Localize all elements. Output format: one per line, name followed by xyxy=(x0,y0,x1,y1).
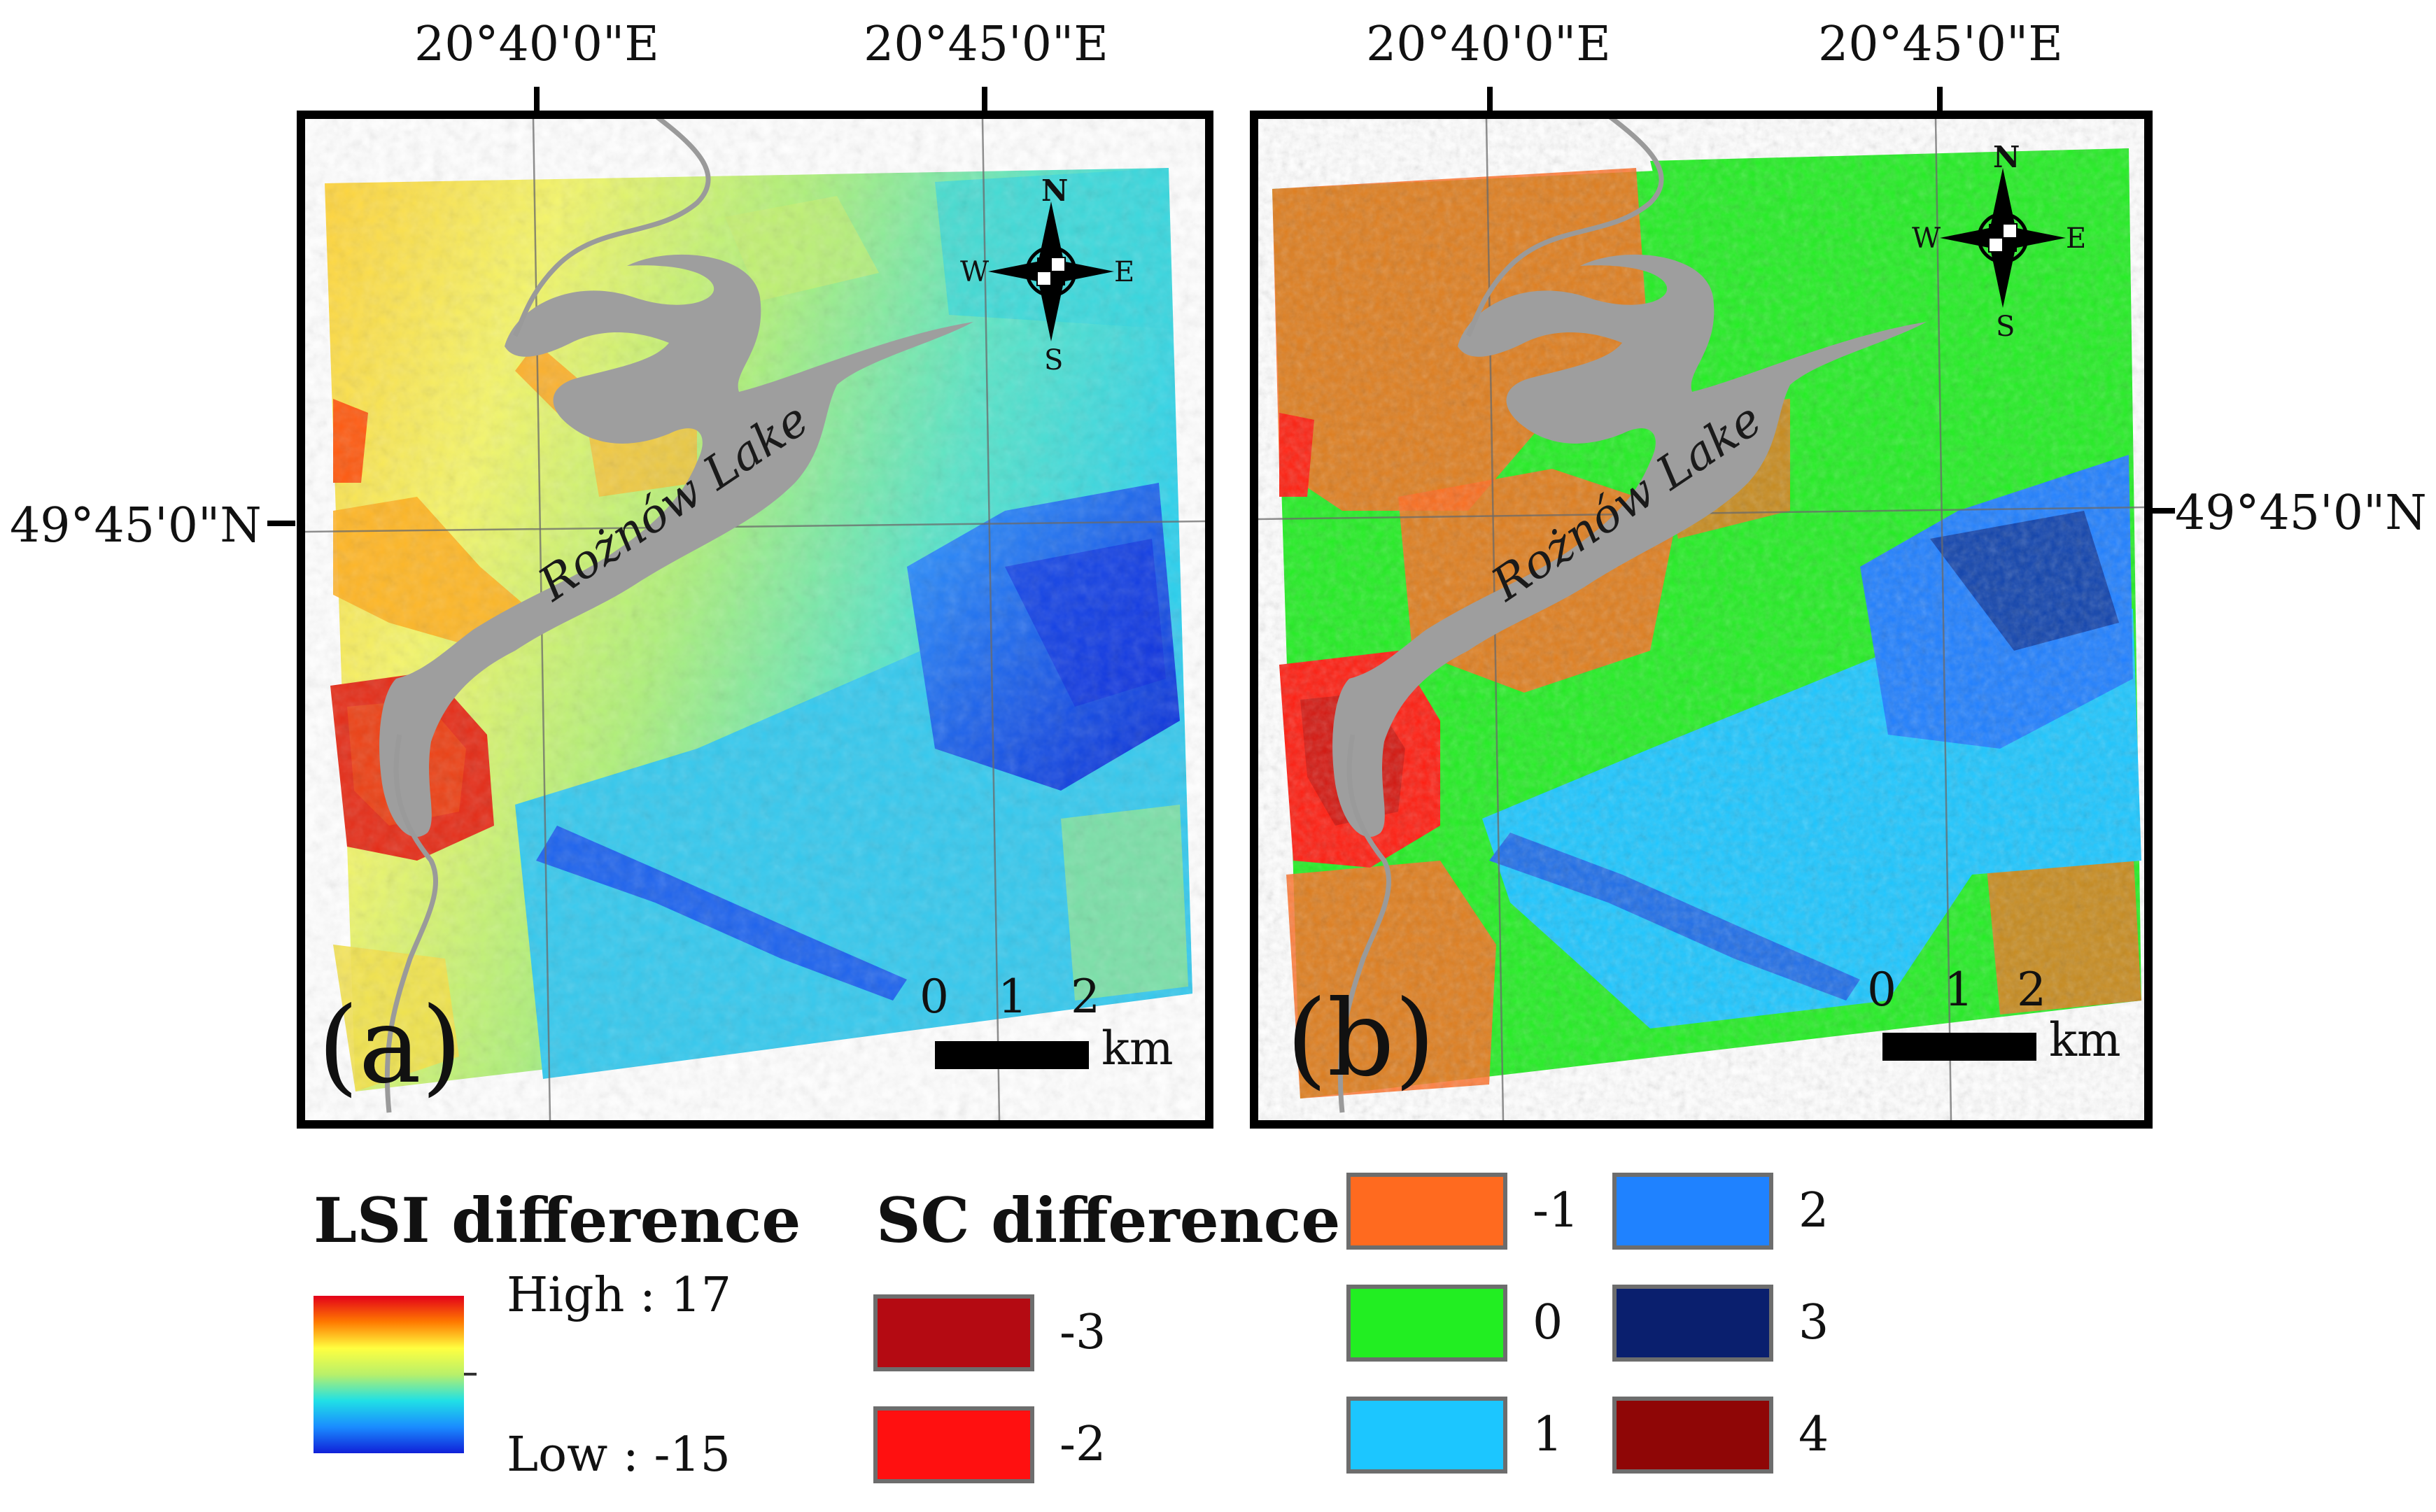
compass-e-label: E xyxy=(2066,222,2087,255)
latitude-label: 49°45'0"N xyxy=(2175,486,2427,541)
scale-unit: km xyxy=(1101,1022,1174,1075)
scale-tick-2: 2 xyxy=(2017,963,2046,1017)
rozno-lake-shape xyxy=(1332,254,1927,838)
north-arrow: N S W E xyxy=(960,174,1135,376)
latitude-tick xyxy=(2147,508,2175,514)
legend-sc-swatch xyxy=(1612,1397,1773,1474)
scale-tick-0: 0 xyxy=(1867,963,1896,1017)
scale-tick-2: 2 xyxy=(1071,970,1100,1024)
sc-difference-map xyxy=(1258,119,2144,1120)
river-line xyxy=(1337,119,1664,1113)
compass-n-label: N xyxy=(1993,140,2020,174)
lsi-difference-map xyxy=(305,119,1205,1120)
scale-tick-0: 0 xyxy=(920,970,949,1024)
map-frame-a: Rożnów Lake N S W E (a) 0 1 2 k xyxy=(297,111,1213,1129)
compass-e-label: E xyxy=(1114,256,1135,288)
longitude-tick xyxy=(534,87,540,115)
longitude-tick xyxy=(1487,87,1493,115)
legend-sc-item: 2 xyxy=(1612,1173,1829,1250)
compass-w-label: W xyxy=(1912,222,1941,255)
legend-sc-value: 3 xyxy=(1798,1295,1829,1350)
compass-s-label: S xyxy=(1044,344,1064,376)
legend-sc-item: 0 xyxy=(1346,1285,1563,1362)
legend-sc-item: 4 xyxy=(1612,1397,1829,1474)
legend-sc-item: -3 xyxy=(873,1294,1106,1371)
compass-rose-icon xyxy=(988,202,1114,341)
longitude-label-20-40: 20°40'0"E xyxy=(1366,17,1611,72)
legend-sc-value: 0 xyxy=(1533,1295,1563,1350)
compass-rose-icon xyxy=(1940,168,2066,308)
panel-label-a: (a) xyxy=(318,985,463,1107)
longitude-label-20-45: 20°45'0"E xyxy=(1818,17,2063,72)
latitude-label: 49°45'0"N xyxy=(10,498,262,553)
legend-sc-value: 2 xyxy=(1798,1183,1829,1238)
legend-sc-value: -3 xyxy=(1059,1305,1106,1360)
legend-sc-swatch xyxy=(1346,1173,1507,1250)
legend-sc-value: 1 xyxy=(1533,1407,1563,1462)
lsi-color-ramp xyxy=(314,1296,464,1453)
panel-label-b: (b) xyxy=(1286,978,1436,1100)
legend-sc-swatch xyxy=(873,1294,1034,1371)
legend-lsi-low: Low : -15 xyxy=(507,1427,731,1483)
legend-sc-value: -2 xyxy=(1059,1417,1106,1472)
scale-bar xyxy=(935,1041,1089,1069)
longitude-tick xyxy=(982,87,987,115)
legend-sc-swatch xyxy=(1346,1285,1507,1362)
latitude-tick xyxy=(267,521,295,526)
legend-sc-value: 4 xyxy=(1798,1407,1829,1462)
legend-sc-swatch xyxy=(1612,1173,1773,1250)
legend-sc-item: -1 xyxy=(1346,1173,1579,1250)
legend-sc-item: 1 xyxy=(1346,1397,1563,1474)
legend-sc-swatch xyxy=(873,1406,1034,1483)
legend-lsi-title: LSI difference xyxy=(314,1184,801,1257)
longitude-label-20-45: 20°45'0"E xyxy=(864,17,1108,72)
compass-w-label: W xyxy=(960,256,990,288)
legend-sc-value: -1 xyxy=(1533,1183,1579,1238)
scale-tick-1: 1 xyxy=(1944,963,1973,1017)
rozno-lake-shape xyxy=(379,254,973,838)
legend-sc-item: -2 xyxy=(873,1406,1106,1483)
legend-sc-swatch xyxy=(1346,1397,1507,1474)
legend-sc-swatch xyxy=(1612,1285,1773,1362)
ramp-midtick xyxy=(464,1373,477,1376)
longitude-label-20-40: 20°40'0"E xyxy=(414,17,659,72)
legend-lsi-high: High : 17 xyxy=(507,1268,732,1323)
compass-n-label: N xyxy=(1041,174,1069,208)
legend-sc-title: SC difference xyxy=(876,1184,1341,1257)
map-frame-b: Rożnów Lake N S W E (b) 0 1 2 km xyxy=(1250,111,2153,1129)
scale-unit: km xyxy=(2049,1013,2121,1067)
longitude-tick xyxy=(1937,87,1943,115)
river-line xyxy=(384,119,711,1113)
scale-tick-1: 1 xyxy=(998,970,1027,1024)
north-arrow: N S W E xyxy=(1912,140,2087,343)
scale-bar xyxy=(1882,1033,2036,1061)
legend-sc-item: 3 xyxy=(1612,1285,1829,1362)
compass-s-label: S xyxy=(1996,311,2015,343)
